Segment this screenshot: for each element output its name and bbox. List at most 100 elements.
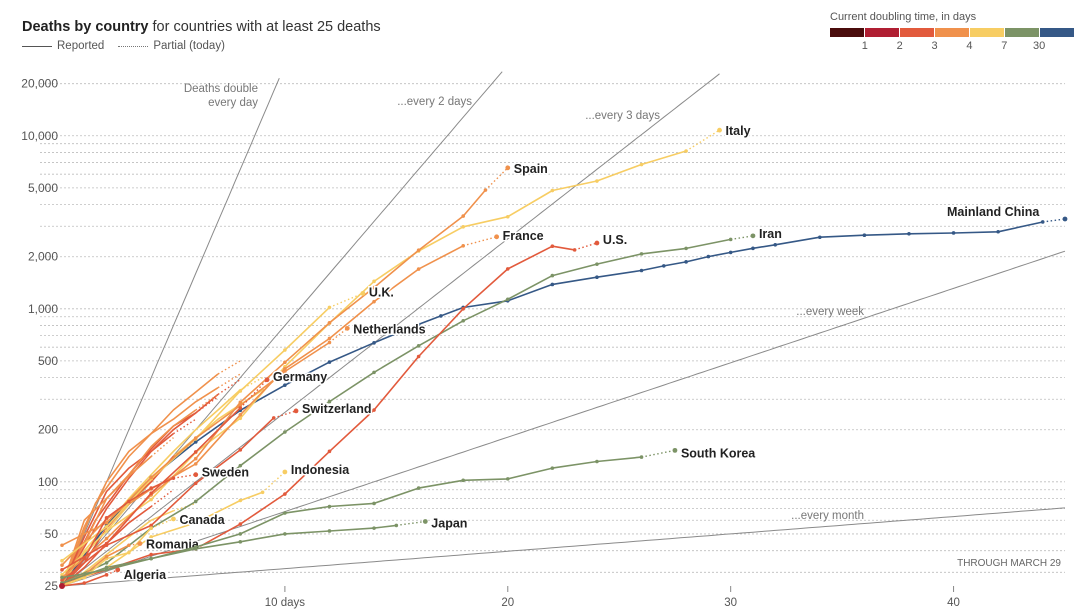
series-point bbox=[327, 305, 332, 310]
series-point bbox=[238, 416, 243, 421]
series-partial-line bbox=[463, 236, 497, 247]
y-tick-label: 500 bbox=[38, 354, 58, 368]
series-point bbox=[104, 529, 109, 533]
series-point bbox=[60, 578, 64, 583]
legend-swatch bbox=[1040, 28, 1074, 37]
through-date-note: THROUGH MARCH 29 bbox=[957, 558, 1061, 569]
series-point bbox=[60, 568, 64, 572]
series-partial-line bbox=[217, 378, 241, 396]
series-partial-line bbox=[173, 502, 196, 512]
reference-line bbox=[61, 78, 280, 587]
dotted-line-icon bbox=[118, 45, 149, 47]
series-point bbox=[60, 563, 64, 567]
series-point bbox=[283, 383, 287, 387]
series-point bbox=[1062, 216, 1068, 222]
series-point bbox=[672, 447, 678, 453]
series-point bbox=[327, 360, 332, 364]
reference-line-label: ...every month bbox=[791, 510, 864, 522]
series-partial-line bbox=[685, 129, 720, 152]
series-point bbox=[193, 499, 198, 504]
series-point bbox=[505, 267, 510, 271]
series-point bbox=[461, 478, 466, 483]
series-point bbox=[717, 127, 722, 133]
series-label: U.K. bbox=[369, 285, 394, 299]
series-point bbox=[372, 299, 376, 304]
series-point bbox=[238, 403, 243, 408]
series-point bbox=[372, 526, 376, 530]
series-point bbox=[684, 260, 688, 264]
series-point bbox=[594, 240, 600, 246]
series-point bbox=[238, 406, 243, 410]
series-point bbox=[750, 233, 756, 239]
series-point bbox=[238, 389, 243, 393]
series-point bbox=[104, 554, 109, 559]
series-point bbox=[550, 466, 555, 470]
series-point bbox=[283, 511, 287, 515]
series-line bbox=[61, 409, 197, 587]
y-tick-label: 5,000 bbox=[28, 181, 58, 195]
reference-line bbox=[61, 250, 1066, 587]
series-point bbox=[193, 456, 198, 461]
key-partial-label: Partial (today) bbox=[153, 40, 225, 52]
y-tick-label: 1,000 bbox=[28, 302, 58, 316]
series-line bbox=[61, 238, 731, 584]
y-tick-label: 50 bbox=[45, 527, 59, 541]
series-point bbox=[595, 459, 599, 464]
series-point bbox=[639, 162, 644, 167]
series-point bbox=[372, 341, 376, 345]
series-point bbox=[260, 490, 265, 495]
series-point bbox=[550, 244, 555, 249]
series-point bbox=[595, 262, 599, 266]
series-point bbox=[639, 455, 644, 459]
series-partial-line bbox=[195, 396, 219, 414]
x-tick-label: 10 days bbox=[265, 597, 306, 609]
y-tick-label: 10,000 bbox=[21, 129, 58, 143]
series-point bbox=[137, 541, 143, 546]
series-line bbox=[61, 150, 687, 576]
legend-tick-label: 4 bbox=[966, 40, 973, 52]
y-tick-label: 2,000 bbox=[28, 250, 58, 264]
series-point bbox=[104, 561, 109, 565]
series-point bbox=[193, 481, 198, 486]
series-point bbox=[104, 568, 109, 572]
series-point bbox=[461, 318, 466, 323]
series-point bbox=[327, 340, 332, 345]
series-partial-line bbox=[641, 449, 676, 458]
series-point bbox=[104, 536, 109, 541]
series-point bbox=[550, 273, 555, 278]
series-point bbox=[439, 314, 443, 318]
y-tick-label: 20,000 bbox=[21, 77, 58, 91]
series-point bbox=[104, 573, 109, 577]
series-point bbox=[238, 448, 243, 452]
series-point bbox=[60, 575, 64, 580]
series-point bbox=[283, 367, 287, 371]
series-point bbox=[238, 532, 243, 536]
series-point bbox=[104, 520, 109, 525]
series-point bbox=[82, 556, 87, 561]
legend-tick-label: 30 bbox=[1033, 40, 1046, 52]
series-line bbox=[61, 477, 174, 587]
series-point bbox=[595, 179, 599, 183]
series-label: Indonesia bbox=[291, 463, 350, 477]
series-point bbox=[416, 486, 421, 490]
series-point bbox=[283, 430, 287, 434]
series-point bbox=[461, 243, 466, 248]
series-point bbox=[684, 246, 688, 251]
doubling-time-legend: Current doubling time, in days 1 2 3 4 7 30 bbox=[830, 11, 1074, 54]
series-point bbox=[550, 282, 555, 287]
series-partial-line bbox=[730, 235, 754, 241]
series-point bbox=[684, 149, 688, 153]
solid-line-icon bbox=[22, 45, 52, 47]
series-point bbox=[639, 268, 644, 273]
series-point bbox=[238, 413, 243, 417]
series-point bbox=[127, 550, 131, 555]
series-partial-line bbox=[150, 518, 174, 529]
series-point bbox=[327, 504, 332, 509]
series-point bbox=[416, 322, 421, 327]
series-point bbox=[283, 360, 287, 365]
reference-line-label: Deaths double every day bbox=[184, 83, 258, 109]
series-point bbox=[662, 264, 666, 268]
y-tick-label: 25 bbox=[45, 579, 59, 593]
key-partial: Partial (today) bbox=[118, 40, 225, 52]
series-point bbox=[394, 523, 399, 528]
